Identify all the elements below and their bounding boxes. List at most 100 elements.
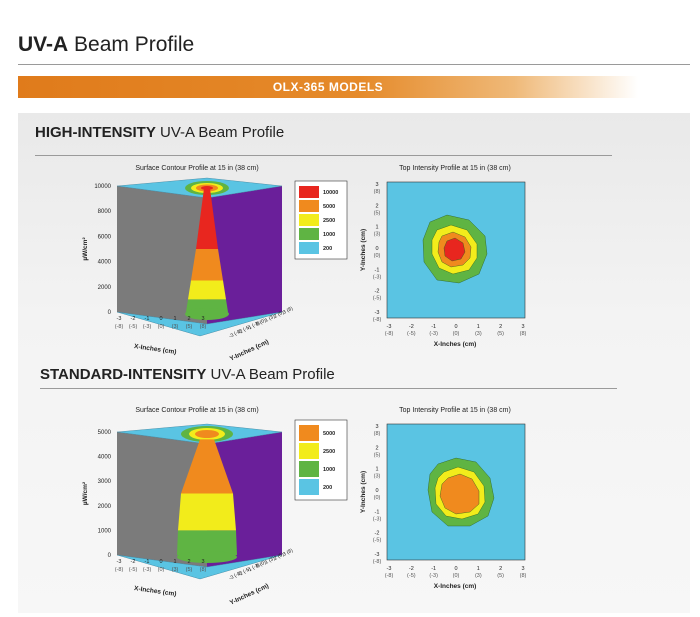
x-tick-label-cm: (3) [475,331,482,337]
y-tick-label: 1 [375,225,378,231]
x-tick-label-cm: (8) [200,324,207,330]
section-title-standard: STANDARD-INTENSITY UV-A Beam Profile [40,366,335,383]
page-title: UV-A Beam Profile [18,33,194,57]
peak-base [185,308,229,320]
y-tick-label: 1 (3) [264,555,276,565]
y-tick-label: 0 (0) [255,559,267,569]
x-tick-label: -1 [145,316,150,322]
y-tick-label: 1 [375,467,378,473]
section-divider-standard [40,388,617,389]
x-tick-label: 2 [499,324,502,330]
heatmap-contour [439,473,480,515]
z-tick-label: 8000 [98,209,112,215]
peak-band [178,493,236,531]
peak-band [177,530,237,555]
x-tick-label-cm: (0) [453,573,460,579]
x-tick-label: 0 [454,566,457,572]
x-axis-label: X-Inches (cm) [434,341,477,348]
y-tick-label: 2 [375,203,378,209]
floor-plane [116,554,283,580]
z-tick-label: 0 [108,310,112,316]
x-tick-label: -1 [431,324,436,330]
x-tick-label: -3 [387,324,392,330]
heatmap-title: Top Intensity Profile at 15 in (38 cm) [399,407,511,414]
y-tick-label: -3 (-8) [228,328,243,340]
x-tick-label: 1 [173,316,176,322]
x-tick-label-cm: (-8) [115,324,124,330]
legend-swatch [299,425,319,441]
x-tick-label-cm: (-3) [143,567,152,573]
x-tick-label-cm: (-5) [407,573,416,579]
x-tick-label-cm: (3) [172,324,179,330]
y-tick-label: -3 [375,552,380,558]
x-tick-label-cm: (-5) [129,324,138,330]
y-axis-label: Y-Inches (cm) [360,229,367,271]
y-tick-label: -3 (-8) [228,570,243,582]
x-tick-label-cm: (0) [158,567,165,573]
z-tick-label: 4000 [98,260,112,266]
section-title-standard-rest: UV-A Beam Profile [206,366,335,383]
x-tick-label-cm: (-5) [129,567,138,573]
x-tick-label: -1 [145,559,150,565]
legend-label: 5000 [323,204,335,210]
peak-band [188,280,226,300]
y-tick-label: -2 (-5) [237,324,252,336]
y-tick-label: 0 (0) [255,317,267,327]
y-tick-label: 3 [375,424,378,430]
y-tick-label-cm: (-5) [373,538,382,544]
x-tick-label-cm: (-3) [429,573,438,579]
x-tick-label-cm: (0) [158,324,165,330]
y-tick-label-cm: (5) [374,210,381,216]
z-tick-label: 5000 [98,430,112,436]
x-tick-label-cm: (-3) [429,331,438,337]
x-tick-label: -1 [431,566,436,572]
x-axis-label: X-Inches (cm) [134,343,177,356]
x-tick-label: 2 [187,559,190,565]
x-tick-label: 1 [477,566,480,572]
legend-swatch [299,443,319,459]
y-tick-label-cm: (8) [374,431,381,437]
legend-swatch [299,461,319,477]
x-tick-label: 0 [159,316,162,322]
z-tick-label: 4000 [98,455,112,461]
legend-label: 2500 [323,218,335,224]
section-title-high-rest: UV-A Beam Profile [155,124,285,141]
y-tick-label: -3 [375,310,380,316]
x-tick-label-cm: (8) [520,573,527,579]
x-tick-label: 1 [173,559,176,565]
x-tick-label: 3 [201,559,204,565]
z-axis-label: µW/cm² [82,237,89,261]
x-tick-label-cm: (8) [200,567,207,573]
legend-swatch [299,186,319,198]
legend-label: 1000 [323,232,335,238]
x-tick-label: 3 [521,324,524,330]
x-axis-label: X-Inches (cm) [134,585,177,598]
x-tick-label-cm: (0) [453,331,460,337]
z-axis-label: µW/cm² [82,481,89,505]
x-tick-label: -3 [387,566,392,572]
x-tick-label-cm: (3) [172,567,179,573]
y-tick-label: 2 (5) [273,551,285,561]
y-tick-label-cm: (0) [374,495,381,501]
x-tick-label: -2 [131,559,136,565]
top-contour-ring [195,430,219,438]
models-label: OLX-365 MODELS [272,80,384,94]
right-wall [207,186,282,324]
legend-label: 10000 [323,190,338,196]
z-tick-label: 3000 [98,479,112,485]
section-title-standard-bold: STANDARD-INTENSITY [40,366,207,383]
legend-label: 1000 [323,467,335,473]
x-tick-label: -2 [131,316,136,322]
surface-title: Surface Contour Profile at 15 in (38 cm) [135,165,258,172]
x-tick-label-cm: (5) [497,573,504,579]
legend-swatch [299,228,319,240]
heatmap-contour [443,237,466,262]
section-title-high-bold: HIGH-INTENSITY [35,124,156,141]
surface-title: Surface Contour Profile at 15 in (38 cm) [135,407,258,414]
legend-label: 2500 [323,449,335,455]
x-tick-label: -3 [117,316,122,322]
z-tick-label: 0 [108,553,112,559]
y-tick-label: 0 [375,246,378,252]
x-axis-label: X-Inches (cm) [434,583,477,590]
x-tick-label: 0 [159,559,162,565]
